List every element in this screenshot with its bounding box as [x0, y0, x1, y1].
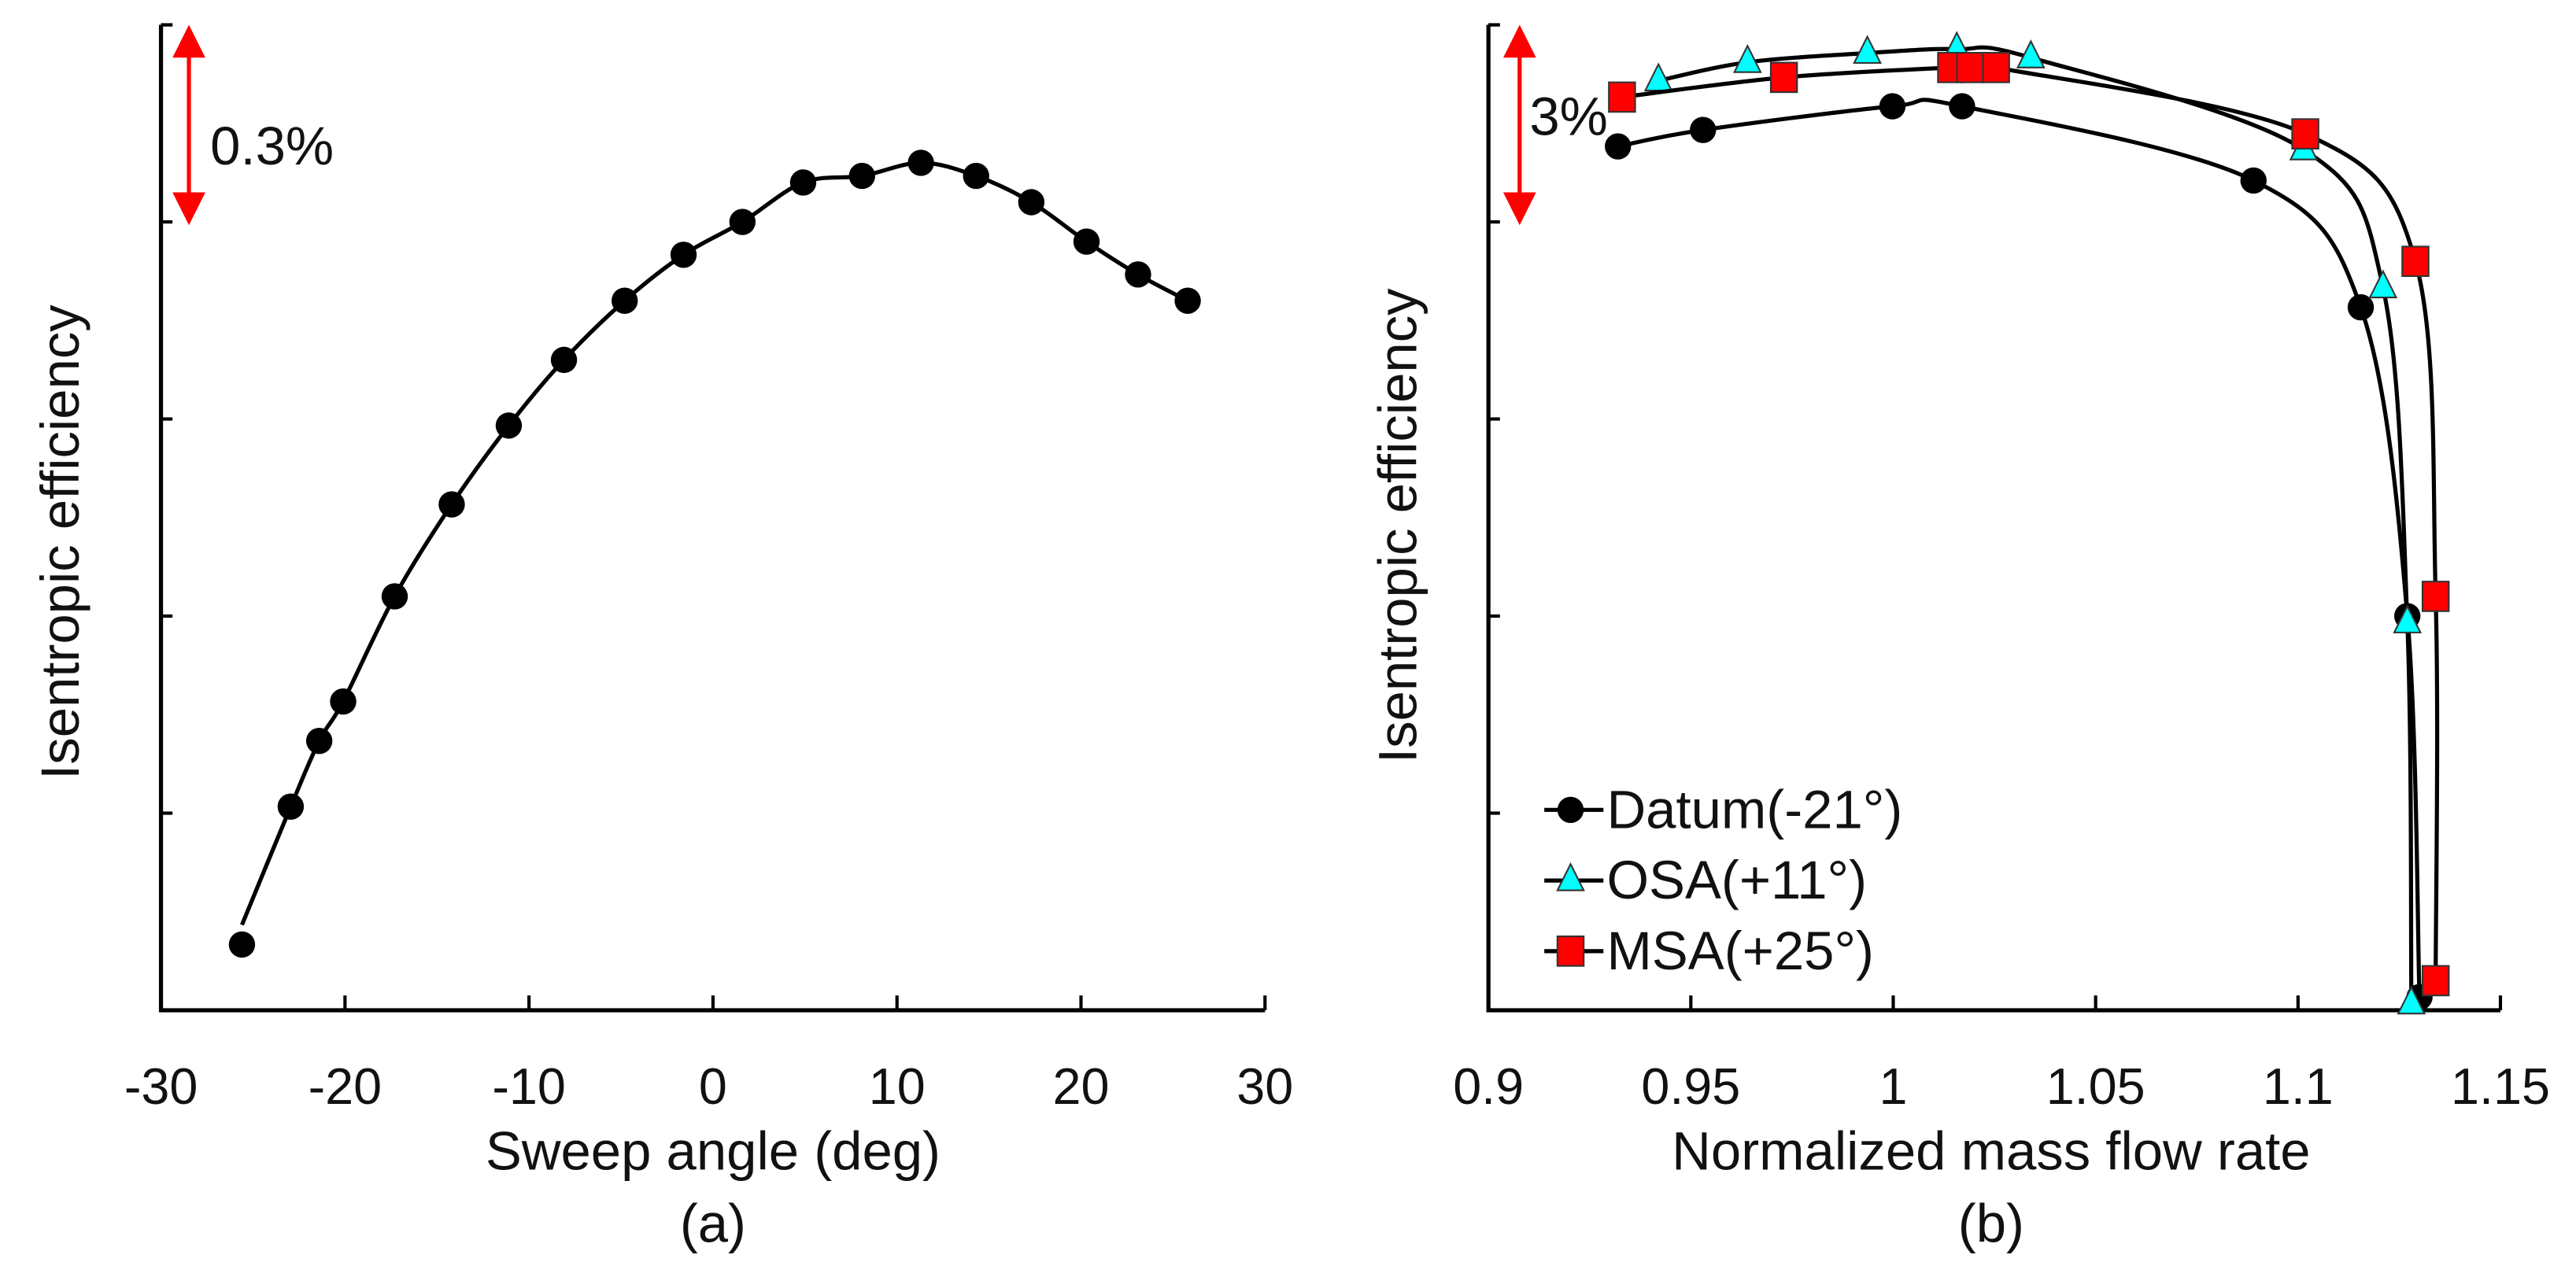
chart-a-data-point	[612, 287, 638, 314]
legend-label: Datum(-21°)	[1606, 779, 1902, 840]
chart-b-data-point	[2401, 245, 2430, 277]
chart-b-data-point	[2397, 985, 2426, 1015]
chart-a-data-point	[1073, 228, 1100, 255]
chart-b-data-point	[2291, 118, 2319, 149]
chart-a-panel-label: (a)	[680, 1193, 746, 1253]
chart-a-data-point	[789, 169, 817, 196]
chart-b-xtick-label: 1.15	[2451, 1057, 2550, 1115]
chart-b-data-point	[1605, 133, 1632, 160]
chart-b-data-point	[2368, 269, 2398, 299]
chart-b-xtick-label: 0.9	[1453, 1057, 1524, 1115]
chart-a-data-point	[495, 412, 523, 439]
chart-a-data-point	[729, 209, 756, 235]
chart-a-data-point	[1018, 189, 1045, 216]
chart-a: 0.3% Sweep angle (deg) (a) Isentropic ef…	[30, 23, 1293, 1253]
chart-a-data-point	[1125, 261, 1151, 288]
chart-b-scale-label: 3%	[1529, 86, 1608, 146]
chart-b-xtick-label: 1.1	[2263, 1057, 2334, 1115]
chart-a-data-point	[381, 583, 408, 610]
chart-a-xtick-label: -30	[124, 1057, 198, 1115]
chart-a-data-point	[438, 491, 465, 518]
chart-b-data-point	[1956, 52, 1984, 83]
chart-b-data-point	[2421, 965, 2450, 997]
chart-a-series-line-0	[240, 161, 1189, 926]
chart-a-xtick-label: 0	[699, 1057, 727, 1115]
chart-b-data-point	[1608, 81, 1636, 113]
chart-b-ylabel: Isentropic efficiency	[1367, 288, 1428, 763]
chart-a-xtick-label: -20	[309, 1057, 383, 1115]
chart-b-panel-label: (b)	[1958, 1193, 2024, 1253]
chart-a-data-point	[670, 242, 697, 268]
legend-marker-icon	[1556, 936, 1585, 967]
chart-b-data-point	[1769, 61, 1798, 94]
chart-a-data-point	[848, 162, 875, 190]
chart-b: 3% Normalized mass flow rate (b) Isentro…	[1367, 23, 2550, 1253]
chart-b-data-point	[1982, 52, 2010, 83]
chart-a-data-point	[330, 688, 357, 715]
chart-a-xtick-label: 20	[1053, 1057, 1110, 1115]
chart-b-data-point	[2393, 604, 2423, 633]
chart-a-ylabel: Isentropic efficiency	[30, 304, 91, 780]
chart-b-data-point	[1690, 116, 1717, 143]
chart-a-data-point	[907, 149, 934, 176]
chart-a-data-point	[550, 346, 578, 374]
chart-b-data-point	[2421, 581, 2450, 612]
chart-a-scale-label: 0.3%	[210, 116, 334, 176]
chart-b-xtick-label: 1	[1879, 1057, 1907, 1115]
chart-a-data-point	[277, 793, 305, 820]
chart-a-data-point	[228, 931, 256, 958]
chart-a-xlabel: Sweep angle (deg)	[486, 1120, 941, 1181]
chart-b-series-line-2	[1621, 60, 2440, 981]
chart-a-xtick-label: -10	[492, 1057, 566, 1115]
chart-b-data-point	[1949, 93, 1975, 120]
legend-marker-icon	[1557, 796, 1584, 824]
chart-b-xtick-label: 0.95	[1641, 1057, 1740, 1115]
chart-b-data-point	[2347, 293, 2375, 321]
chart-a-data-point	[305, 727, 333, 755]
chart-a-xtick-label: 30	[1236, 1057, 1293, 1115]
legend-label: OSA(+11°)	[1606, 850, 1867, 910]
legend-label: MSA(+25°)	[1606, 921, 1874, 981]
chart-b-xtick-label: 1.05	[2046, 1057, 2145, 1115]
chart-b-data-point	[1732, 43, 1762, 73]
chart-b-data-point	[2016, 39, 2046, 68]
chart-a-data-point	[963, 162, 989, 190]
chart-b-data-point	[2240, 167, 2267, 194]
chart-a-data-point	[1174, 287, 1201, 314]
legend-marker-icon	[1556, 862, 1585, 891]
chart-b-data-point	[1853, 35, 1882, 65]
chart-b-xlabel: Normalized mass flow rate	[1672, 1120, 2310, 1181]
chart-a-xtick-label: 10	[869, 1057, 926, 1115]
chart-b-data-point	[1879, 93, 1906, 120]
